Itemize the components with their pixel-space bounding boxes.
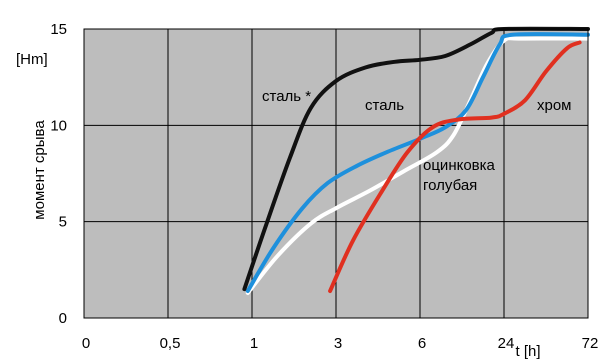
x-tick-label: 3 [334, 335, 342, 352]
label-steel: сталь [365, 97, 404, 114]
y-tick-labels: 0 5 10 15 [50, 21, 67, 327]
series-line-2 [245, 36, 590, 295]
y-tick-label: 10 [50, 117, 67, 134]
grid [84, 29, 588, 318]
x-tick-label: 6 [418, 335, 426, 352]
x-tick-label: 0,5 [160, 335, 181, 352]
label-steel-star: сталь * [262, 88, 311, 105]
series-line-0 [242, 26, 590, 292]
x-tick-labels: 0 0,5 1 3 6 24 72 [82, 335, 599, 352]
y-unit-label: [Hm] [16, 51, 48, 68]
label-chrome: хром [537, 97, 572, 114]
y-tick-label: 5 [59, 214, 67, 231]
series-group [242, 26, 590, 295]
y-tick-label: 15 [50, 21, 67, 38]
x-tick-label: 1 [250, 335, 258, 352]
x-tick-label: 24 [498, 335, 515, 352]
x-axis-label: t [h] [515, 343, 540, 360]
x-tick-label: 72 [582, 335, 599, 352]
series-line-3 [328, 40, 582, 293]
y-axis-label: момент срыва [31, 120, 48, 220]
label-zinc-line2: голубая [423, 177, 477, 194]
y-tick-label: 0 [59, 310, 67, 327]
x-tick-label: 0 [82, 335, 90, 352]
label-zinc-line1: оцинковка [423, 157, 496, 174]
plot-frame [83, 28, 589, 319]
